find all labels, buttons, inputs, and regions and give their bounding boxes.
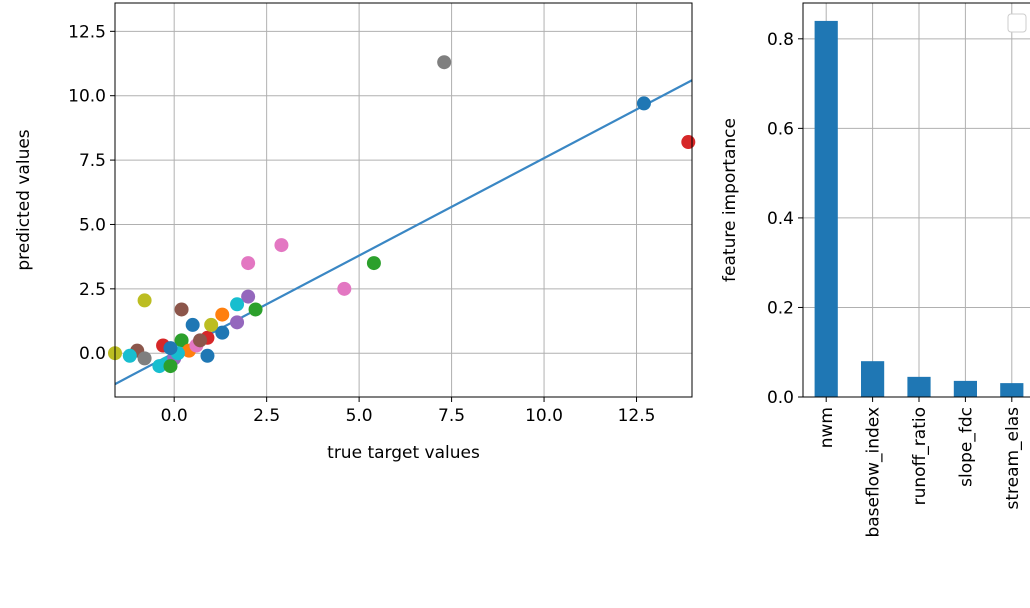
- x-tick-label: 2.5: [253, 406, 280, 426]
- y-tick-label: 12.5: [68, 22, 106, 42]
- y-tick-label: 0.0: [767, 388, 794, 408]
- point: [366, 256, 381, 271]
- y-axis-label: feature importance: [720, 118, 740, 282]
- point: [215, 325, 230, 340]
- y-tick-label: 0.0: [79, 344, 106, 364]
- bar: [1000, 383, 1024, 397]
- point: [437, 55, 452, 70]
- point: [174, 333, 189, 348]
- y-tick-label: 0.6: [767, 119, 794, 139]
- x-tick-label: 5.0: [346, 406, 373, 426]
- bar: [861, 361, 885, 397]
- x-axis-label: true target values: [327, 443, 480, 463]
- y-axis-label: predicted values: [14, 129, 34, 270]
- point: [636, 96, 651, 111]
- point: [274, 238, 289, 253]
- x-tick-label: 12.5: [618, 406, 656, 426]
- y-tick-label: 0.4: [767, 209, 794, 229]
- y-tick-label: 0.8: [767, 30, 794, 50]
- point: [241, 289, 256, 304]
- y-tick-label: 10.0: [68, 87, 106, 107]
- y-tick-label: 0.2: [767, 298, 794, 318]
- point: [215, 307, 230, 322]
- point: [193, 333, 208, 348]
- bar: [814, 20, 838, 398]
- point: [137, 293, 152, 308]
- bar: [953, 380, 977, 397]
- x-tick-label: 7.5: [438, 406, 465, 426]
- x-tick-label: 10.0: [525, 406, 563, 426]
- point: [122, 348, 137, 363]
- y-tick-label: 2.5: [79, 280, 106, 300]
- x-tick-label: runoff_ratio: [910, 407, 930, 505]
- point: [163, 359, 178, 374]
- axes-frame: [802, 2, 1030, 398]
- point: [230, 315, 245, 330]
- point: [337, 281, 352, 296]
- point: [681, 135, 696, 150]
- x-tick-label: 0.0: [161, 406, 188, 426]
- point: [241, 256, 256, 271]
- point: [204, 317, 219, 332]
- point: [248, 302, 263, 317]
- x-tick-label: nwm: [817, 407, 837, 448]
- point: [163, 341, 178, 356]
- y-tick-label: 5.0: [79, 215, 106, 235]
- point: [137, 351, 152, 366]
- point: [185, 317, 200, 332]
- point: [174, 302, 189, 317]
- x-tick-label: baseflow_index: [864, 407, 884, 538]
- x-tick-label: slope_fdc: [956, 407, 976, 487]
- point: [200, 348, 215, 363]
- bar: [907, 376, 931, 397]
- axes-frame: [114, 2, 693, 398]
- y-tick-label: 7.5: [79, 151, 106, 171]
- legend-box: [1007, 13, 1027, 33]
- x-tick-label: stream_elas: [1003, 407, 1023, 510]
- point: [230, 297, 245, 312]
